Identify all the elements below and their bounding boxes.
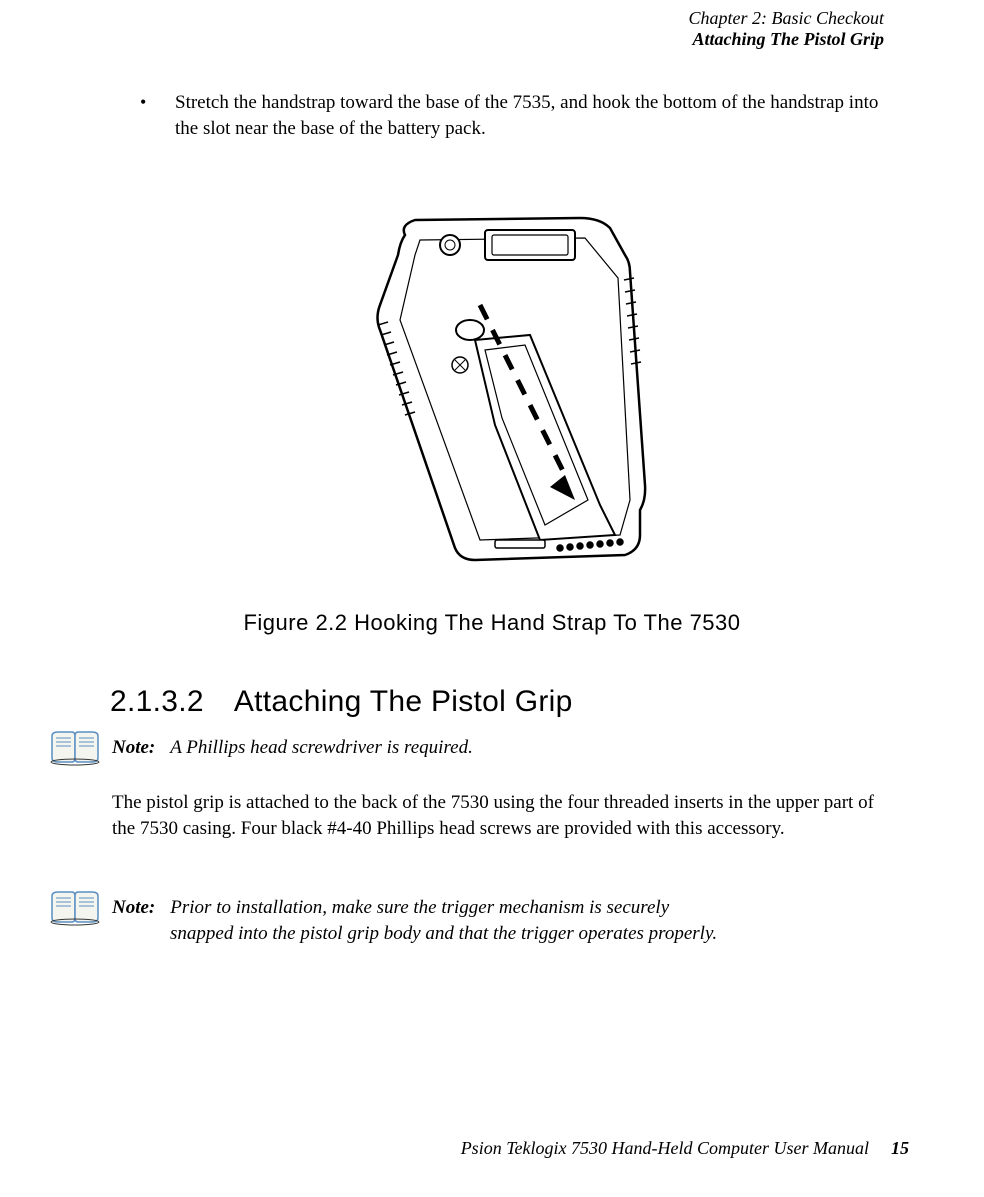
note-text-2b: snapped into the pistol grip body and th…: [170, 921, 884, 947]
section-heading: 2.1.3.2 Attaching The Pistol Grip: [110, 685, 573, 719]
note-block-1: Note: A Phillips head screwdriver is requ…: [50, 735, 884, 761]
chapter-label: Chapter 2: Basic Checkout: [689, 8, 884, 29]
book-icon: [50, 890, 100, 926]
page-number: 15: [891, 1138, 909, 1158]
note-text-1: A Phillips head screwdriver is required.: [170, 737, 473, 758]
note-label-1: Note:: [112, 735, 155, 761]
bullet-marker: •: [140, 92, 146, 113]
section-title: Attaching The Pistol Grip: [234, 685, 573, 718]
note-block-2: Note: Prior to installation, make sure th…: [50, 895, 884, 946]
section-label: Attaching The Pistol Grip: [689, 29, 884, 50]
note-content-2: Note: Prior to installation, make sure th…: [112, 895, 884, 946]
bullet-text: Stretch the handstrap toward the base of…: [175, 90, 884, 141]
note-text-2a: Prior to installation, make sure the tri…: [170, 897, 669, 918]
footer-text: Psion Teklogix 7530 Hand-Held Computer U…: [461, 1138, 869, 1158]
note-content-1: Note: A Phillips head screwdriver is requ…: [112, 735, 884, 761]
figure-illustration: [320, 200, 740, 585]
page-header: Chapter 2: Basic Checkout Attaching The …: [689, 8, 884, 50]
bullet-item: • Stretch the handstrap toward the base …: [140, 90, 884, 141]
page-footer: Psion Teklogix 7530 Hand-Held Computer U…: [461, 1138, 909, 1159]
section-number: 2.1.3.2: [110, 685, 204, 719]
note-label-2: Note:: [112, 895, 155, 921]
figure-caption: Figure 2.2 Hooking The Hand Strap To The…: [0, 610, 984, 636]
book-icon: [50, 730, 100, 766]
body-paragraph: The pistol grip is attached to the back …: [112, 790, 884, 841]
